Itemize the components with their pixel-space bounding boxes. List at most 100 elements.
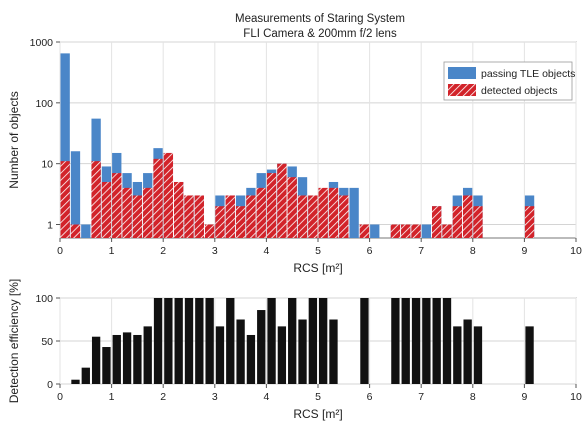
bar-detected: [225, 195, 235, 238]
bar-efficiency: [205, 298, 214, 384]
bar-efficiency: [133, 334, 142, 384]
top-x-tick-label: 5: [315, 245, 321, 257]
bottom-y-ticks: 0 50 100: [35, 293, 60, 391]
legend-label-detected: detected objects: [481, 85, 557, 97]
bar-detected: [452, 206, 462, 238]
bar-detected: [339, 195, 349, 238]
bottom-x-tick-label: 4: [263, 391, 269, 403]
bar-detected: [462, 195, 473, 238]
top-x-tick-label: 0: [57, 245, 63, 257]
bar-efficiency: [112, 334, 121, 384]
legend-swatch-detected: [448, 84, 476, 96]
top-x-axis-title: RCS [m²]: [293, 261, 342, 275]
bar-detected: [401, 224, 411, 238]
bar-detected: [359, 224, 370, 238]
bar-efficiency: [298, 319, 307, 384]
top-y-tick-label: 1000: [30, 37, 54, 49]
bottom-y-tick-label: 100: [35, 293, 53, 305]
bar-efficiency: [226, 298, 235, 384]
bottom-plot-area: 0 50 100 0 1 2 3 4 5 6 7 8 9 10: [35, 293, 582, 403]
bar-detected: [256, 187, 266, 238]
top-x-tick-label: 8: [470, 245, 476, 257]
bar-efficiency: [432, 298, 441, 384]
chart-title: Measurements of Staring System: [235, 13, 405, 25]
top-x-tick-label: 10: [570, 245, 582, 257]
bar-detected: [194, 195, 204, 238]
bar-detected: [70, 224, 81, 238]
top-y-tick-label: 1: [47, 220, 53, 232]
top-x-tick-label: 9: [521, 245, 527, 257]
top-x-tick-label: 2: [160, 245, 166, 257]
bar-efficiency: [143, 326, 152, 384]
top-y-tick-label: 100: [35, 98, 53, 110]
bar-efficiency: [91, 336, 101, 384]
top-y-ticks: 1 10 100 1000: [30, 37, 60, 232]
top-y-axis-title: Number of objects: [7, 91, 21, 188]
bar-passing-tle: [70, 151, 81, 238]
bottom-y-tick-label: 0: [47, 379, 53, 391]
bar-detected: [287, 177, 297, 238]
bar-detected: [184, 195, 194, 238]
top-x-tick-label: 4: [263, 245, 269, 257]
bar-passing-tle: [421, 224, 432, 238]
bar-efficiency: [236, 319, 245, 384]
chart-subtitle: FLI Camera & 200mm f/2 lens: [243, 28, 397, 40]
bar-efficiency: [102, 347, 111, 384]
bar-efficiency: [257, 310, 266, 384]
bottom-x-axis-title: RCS [m²]: [293, 407, 342, 421]
legend-swatch-passing: [448, 67, 476, 79]
bar-detected: [524, 206, 535, 238]
bar-detected: [91, 161, 101, 238]
bar-detected: [174, 181, 184, 238]
bottom-x-tick-label: 2: [160, 391, 166, 403]
bottom-x-tick-label: 6: [367, 391, 373, 403]
bottom-y-tick-label: 50: [41, 336, 53, 348]
bar-efficiency: [401, 298, 410, 384]
bar-detected: [318, 187, 328, 238]
bar-efficiency: [288, 298, 297, 384]
bar-detected: [390, 224, 401, 238]
top-x-tick-label: 7: [418, 245, 424, 257]
bar-detected: [266, 173, 277, 238]
bottom-x-tick-label: 3: [212, 391, 218, 403]
bar-efficiency: [81, 367, 90, 384]
bar-detected: [328, 187, 339, 238]
bar-detected: [442, 224, 452, 238]
top-x-tick-label: 3: [212, 245, 218, 257]
bottom-x-tick-label: 5: [315, 391, 321, 403]
bar-efficiency: [267, 298, 276, 384]
bar-efficiency: [473, 326, 483, 384]
bar-efficiency: [246, 334, 256, 384]
bar-detected: [153, 158, 163, 238]
bar-detected: [473, 206, 483, 238]
bar-efficiency: [329, 319, 338, 384]
bottom-x-ticks: 0 1 2 3 4 5 6 7 8 9 10: [57, 384, 582, 403]
top-x-ticks: 0 1 2 3 4 5 6 7 8 9 10: [57, 238, 582, 257]
bar-passing-tle: [349, 187, 359, 238]
bar-efficiency: [442, 298, 452, 384]
bar-passing-tle: [60, 53, 70, 238]
bar-efficiency: [277, 326, 287, 384]
bar-efficiency: [319, 298, 328, 384]
bottom-bars: [71, 298, 534, 384]
bar-detected: [432, 206, 442, 238]
bar-detected: [277, 163, 287, 238]
bar-efficiency: [360, 298, 369, 384]
bar-detected: [246, 195, 256, 238]
bottom-x-tick-label: 9: [521, 391, 527, 403]
top-x-tick-label: 1: [109, 245, 115, 257]
top-y-tick-label: 10: [41, 159, 53, 171]
bar-efficiency: [164, 298, 173, 384]
bar-detected: [143, 187, 153, 238]
bar-detected: [163, 152, 174, 238]
bar-efficiency: [422, 298, 431, 384]
bar-efficiency: [71, 379, 80, 384]
bar-efficiency: [411, 298, 421, 384]
bar-detected: [132, 195, 143, 238]
bottom-x-tick-label: 7: [418, 391, 424, 403]
bar-detected: [308, 195, 318, 238]
bottom-x-tick-label: 0: [57, 391, 63, 403]
bar-detected: [215, 206, 225, 238]
bar-passing-tle: [370, 224, 380, 238]
